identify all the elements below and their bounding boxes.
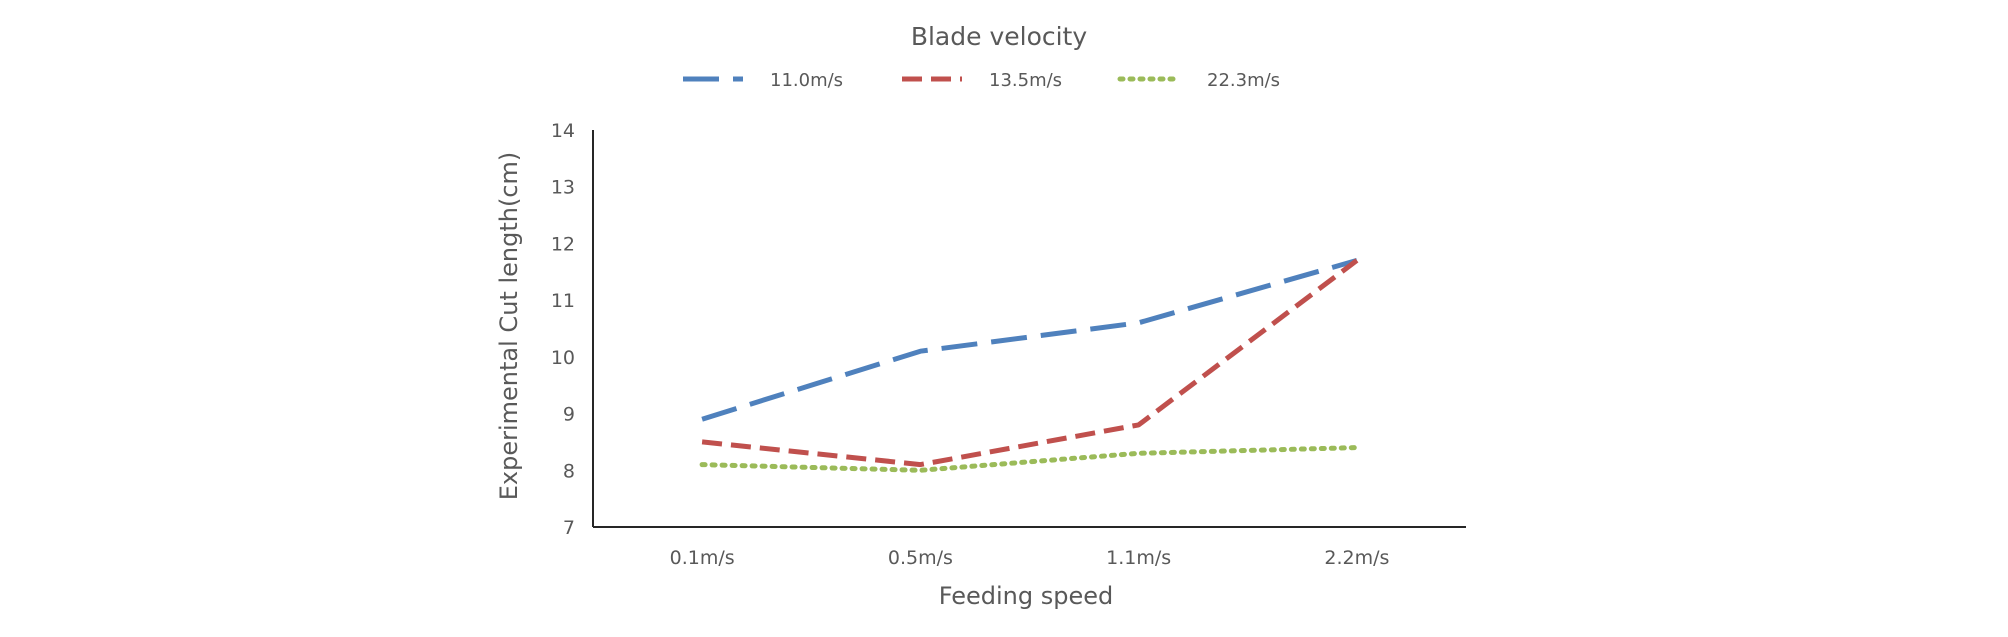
legend-label-2: 13.5m/s <box>989 70 1062 91</box>
series-line-2 <box>701 258 1359 468</box>
legend-label-1: 11.0m/s <box>770 70 843 91</box>
legend-label-3: 22.3m/s <box>1207 70 1280 91</box>
x-tick-label: 0.1m/s <box>670 547 735 569</box>
x-tick-label: 1.1m/s <box>1106 547 1171 569</box>
y-tick-label: 14 <box>551 120 575 142</box>
y-axis-title: Experimental Cut length(cm) <box>495 152 523 500</box>
y-tick-label: 8 <box>563 460 575 482</box>
series-line-1 <box>701 257 1358 422</box>
x-axis-ticks: 0.1m/s 0.5m/s 1.1m/s 2.2m/s <box>670 547 1390 569</box>
series-line-3 <box>699 445 1360 473</box>
y-tick-label: 10 <box>551 347 575 369</box>
y-tick-label: 11 <box>551 290 575 312</box>
series-lines <box>699 257 1360 473</box>
y-tick-label: 9 <box>563 404 575 426</box>
y-tick-label: 13 <box>551 177 575 199</box>
y-axis-ticks: 7 8 9 10 11 12 13 14 <box>551 120 575 539</box>
legend-title: Blade velocity <box>911 22 1088 51</box>
x-tick-label: 0.5m/s <box>888 547 953 569</box>
legend: 11.0m/s 13.5m/s 22.3m/s <box>683 70 1280 91</box>
x-axis-title: Feeding speed <box>939 582 1114 610</box>
x-tick-label: 2.2m/s <box>1324 547 1389 569</box>
y-tick-label: 12 <box>551 233 575 255</box>
y-tick-label: 7 <box>563 517 575 539</box>
